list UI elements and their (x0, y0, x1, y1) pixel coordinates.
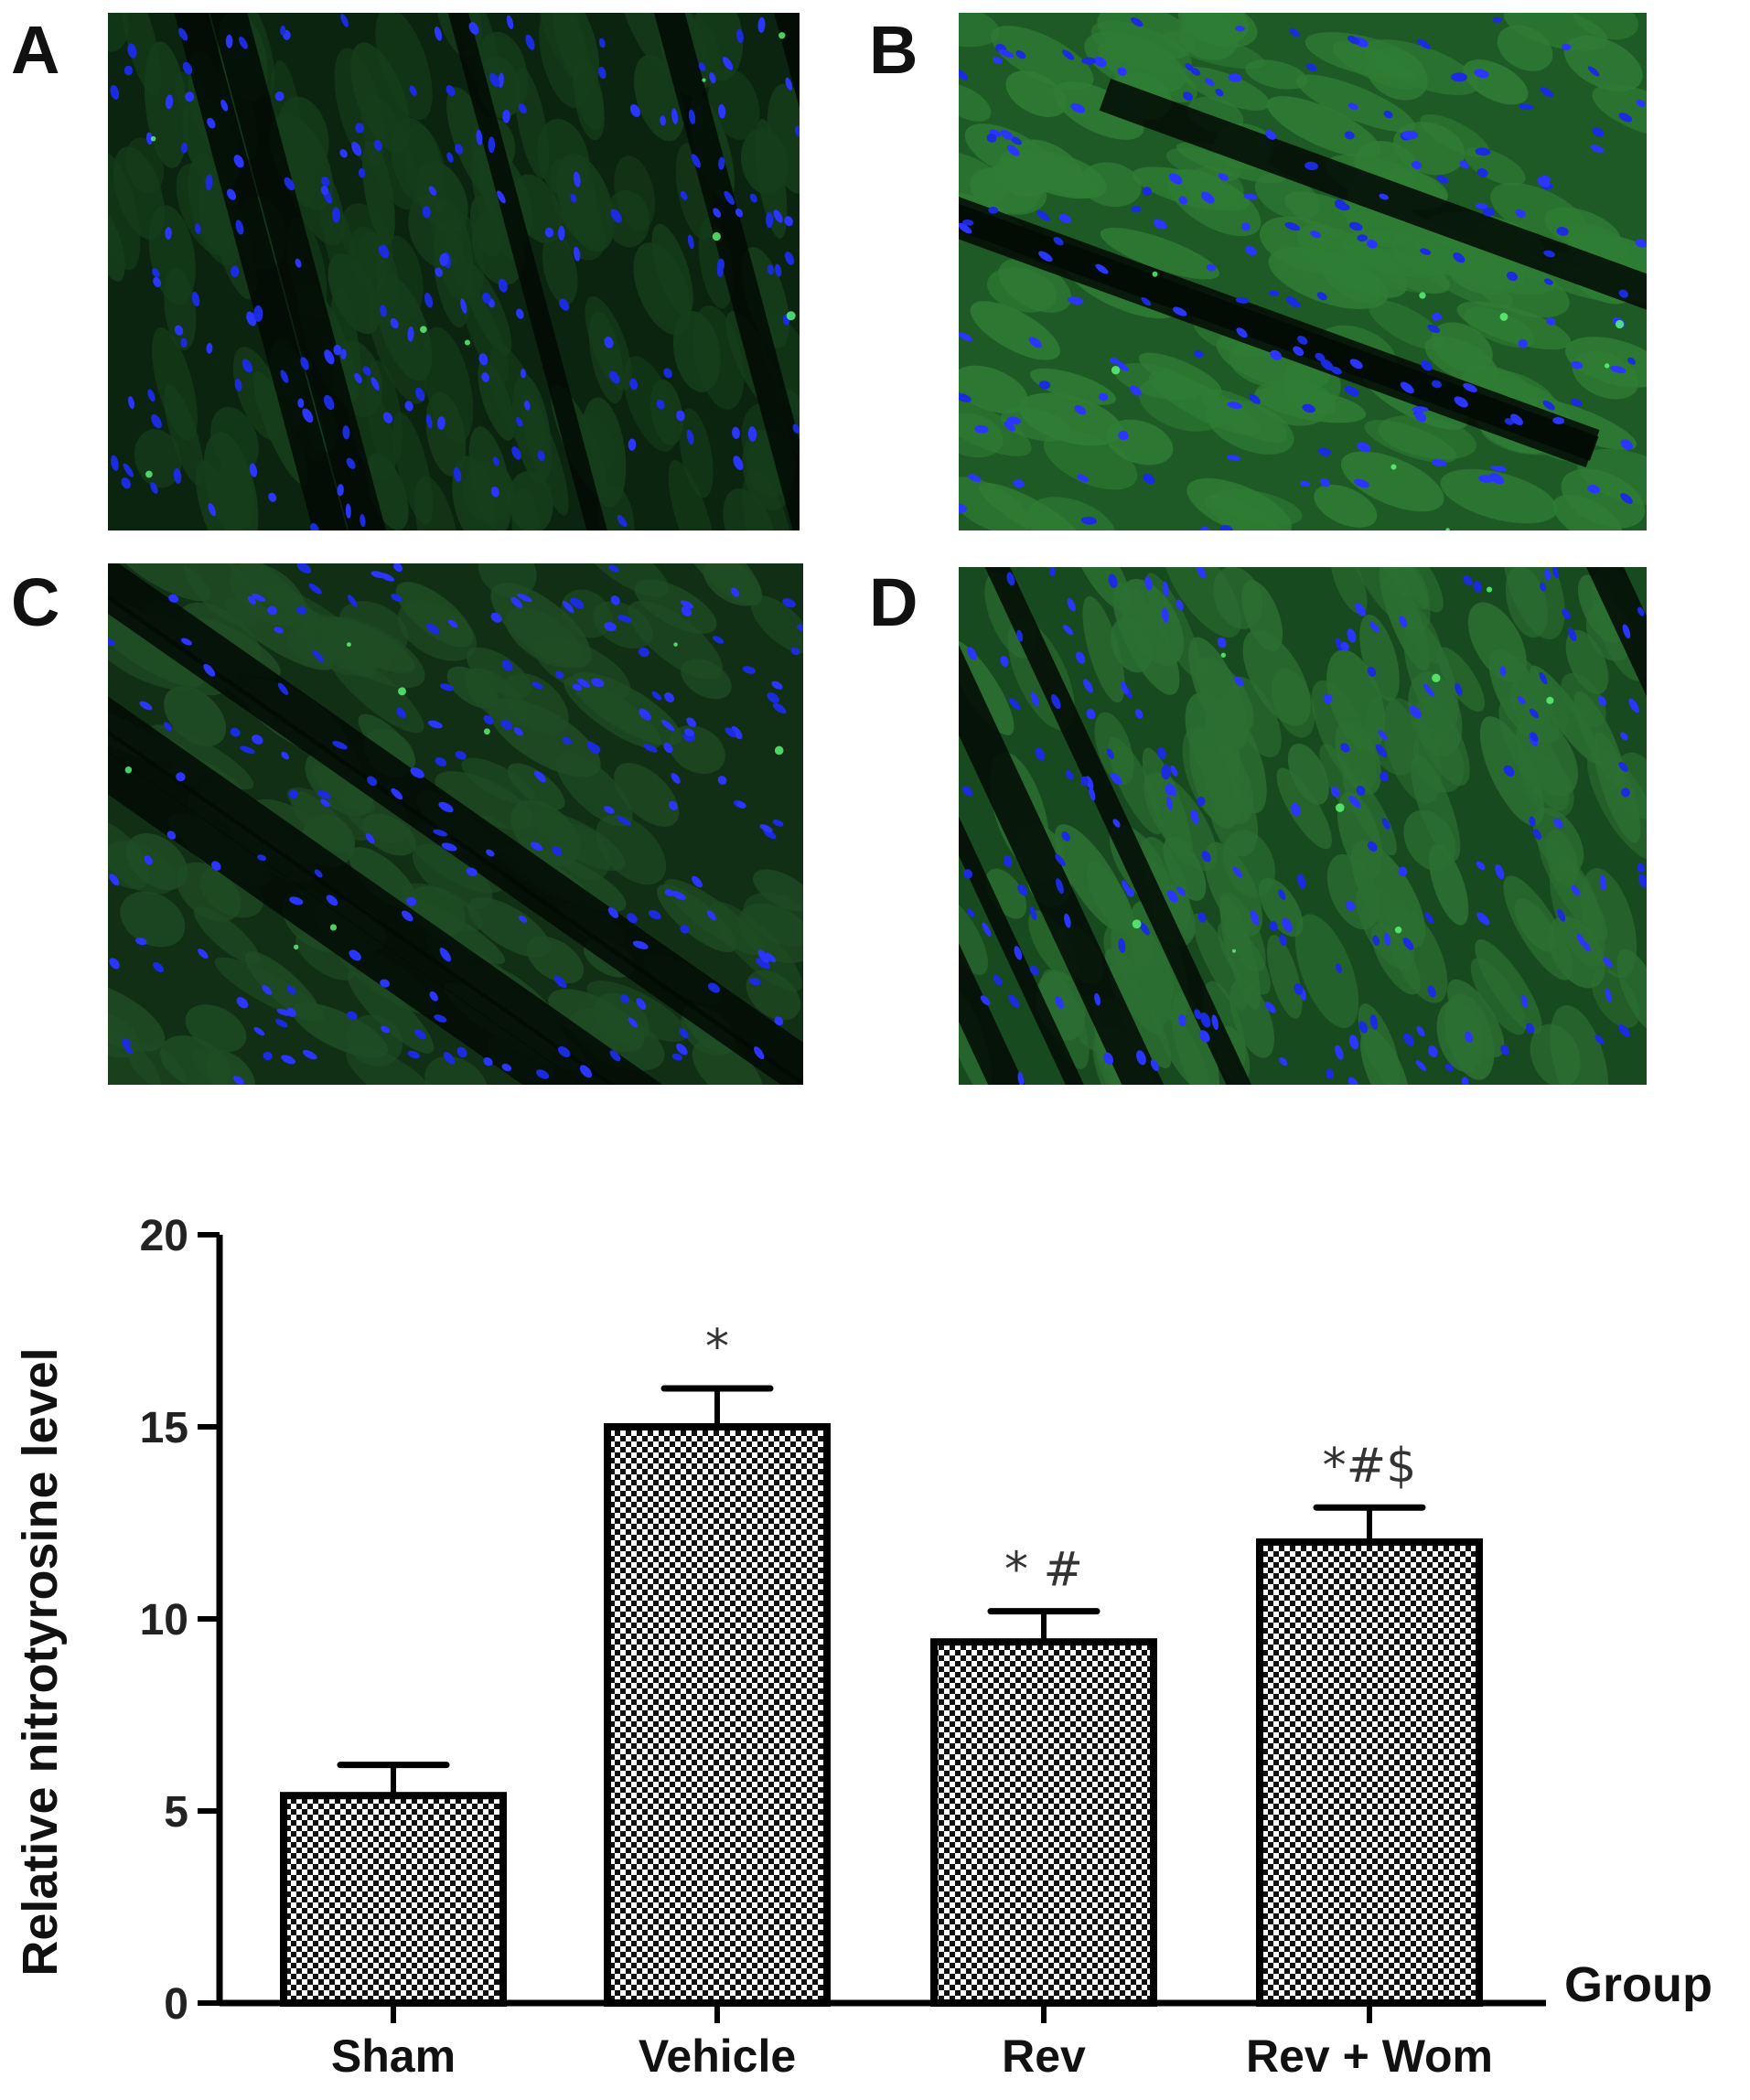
panel-label-a: A (11, 12, 60, 88)
panel-label-c: C (11, 564, 60, 640)
micrograph-b (959, 13, 1647, 530)
y-tick-label-4: 20 (140, 1212, 188, 1260)
panel-c-image (108, 563, 803, 1085)
bar-1 (604, 1423, 831, 2007)
y-tick-label-1: 5 (164, 1788, 188, 1837)
significance-label-1: * (705, 1320, 729, 1375)
category-label-3: Rev + Wom (1246, 2030, 1493, 2082)
panel-a-image (108, 13, 800, 530)
bar-3 (1256, 1538, 1483, 2007)
micrograph-a (108, 13, 800, 530)
panel-b-image (959, 13, 1647, 530)
bar-chart: Sham Vehicle * Rev * # Rev + Wom *#$ 0 5 10 15 20 R… (13, 1212, 1712, 2082)
category-label-0: Sham (331, 2030, 456, 2082)
category-label-1: Vehicle (639, 2030, 796, 2082)
y-tick-label-2: 10 (140, 1596, 188, 1645)
y-axis-label: Relative nitrotyrosine level (13, 1347, 68, 1976)
significance-label-2: * # (1004, 1543, 1083, 1598)
panel-label-d: D (869, 564, 918, 640)
panel-label-b: B (869, 12, 918, 88)
y-tick-label-0: 0 (164, 1980, 188, 2029)
category-label-2: Rev (1002, 2030, 1086, 2082)
bar-0 (280, 1792, 507, 2008)
y-tick-label-3: 15 (140, 1404, 188, 1452)
significance-label-3: *#$ (1323, 1439, 1417, 1494)
micrograph-d (959, 567, 1647, 1085)
panel-d-image (959, 567, 1647, 1085)
micrograph-c (108, 563, 803, 1085)
bar-2 (930, 1638, 1157, 2007)
x-axis-label: Group (1564, 1957, 1712, 2012)
